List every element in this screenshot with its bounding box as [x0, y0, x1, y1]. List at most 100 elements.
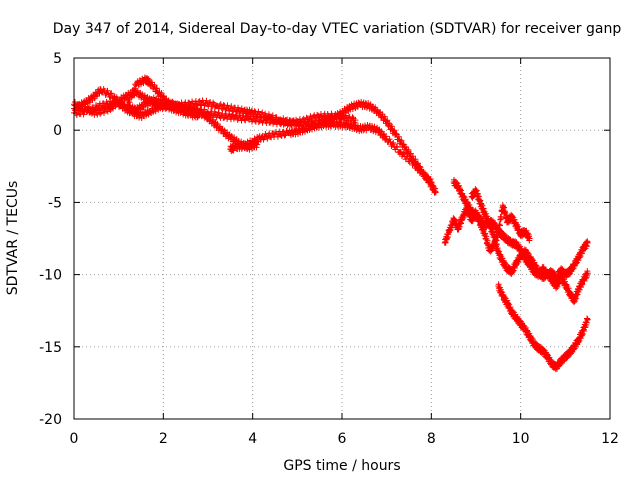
- data-point: [153, 85, 160, 92]
- data-point: [391, 127, 398, 134]
- data-point: [155, 96, 162, 103]
- y-tick-label: -20: [39, 412, 62, 428]
- data-point: [259, 109, 266, 116]
- data-point: [393, 143, 400, 150]
- data-point: [301, 119, 308, 126]
- data-point: [493, 241, 500, 248]
- data-point: [86, 105, 93, 112]
- y-tick-label: -5: [48, 195, 62, 211]
- data-point: [97, 110, 104, 117]
- data-point: [104, 87, 111, 94]
- axis-ticks: 0 2 4 6 8 10 12 5 0 -5 -10 -15 -20: [39, 51, 619, 447]
- data-point: [93, 93, 100, 100]
- data-point: [482, 230, 489, 237]
- data-point: [252, 139, 259, 146]
- data-point: [228, 133, 235, 140]
- y-tick-label: 5: [53, 51, 62, 67]
- data-point: [151, 82, 158, 89]
- data-point: [346, 113, 353, 120]
- data-point: [381, 113, 388, 120]
- data-point: [342, 120, 349, 127]
- x-tick-label: 4: [248, 431, 257, 447]
- data-point: [228, 103, 235, 110]
- data-point: [275, 116, 282, 123]
- data-point: [126, 99, 133, 106]
- data-point: [344, 107, 351, 114]
- data-point: [243, 144, 250, 151]
- data-point: [380, 132, 387, 139]
- y-tick-label: -10: [39, 268, 62, 284]
- data-point: [73, 111, 80, 118]
- data-point: [196, 112, 203, 119]
- data-point: [418, 166, 425, 173]
- data-point: [526, 235, 533, 242]
- data-point: [400, 149, 407, 156]
- data-point: [121, 100, 128, 107]
- x-tick-label: 8: [427, 431, 436, 447]
- data-point: [309, 117, 316, 124]
- data-point: [388, 123, 395, 130]
- y-tick-label: 0: [53, 123, 62, 139]
- data-point: [384, 117, 391, 124]
- data-point: [137, 105, 144, 112]
- data-point: [108, 90, 115, 97]
- data-point: [210, 99, 217, 106]
- data-point: [100, 109, 107, 116]
- data-point: [264, 116, 271, 123]
- data-point: [307, 113, 314, 120]
- data-point: [420, 170, 427, 177]
- x-tick-label: 6: [338, 431, 347, 447]
- data-point: [224, 102, 231, 109]
- data-point: [386, 136, 393, 143]
- data-point: [107, 106, 114, 113]
- data-point: [268, 115, 275, 122]
- data-point: [130, 89, 137, 96]
- data-point: [405, 146, 412, 153]
- data-point: [240, 112, 247, 119]
- data-point: [395, 133, 402, 140]
- data-point: [201, 106, 208, 113]
- data-point: [394, 144, 401, 151]
- data-point: [213, 114, 220, 121]
- x-tick-label: 10: [512, 431, 530, 447]
- series-sat-c: [124, 74, 359, 129]
- data-point: [194, 113, 201, 120]
- data-point: [165, 97, 172, 104]
- data-point: [378, 128, 385, 135]
- data-point: [354, 122, 361, 129]
- data-point: [424, 176, 431, 183]
- data-point: [584, 316, 591, 323]
- data-point: [150, 109, 157, 116]
- data-point: [120, 101, 127, 108]
- data-point: [207, 99, 214, 106]
- data-point: [98, 104, 105, 111]
- data-point: [278, 133, 285, 140]
- data-point: [411, 158, 418, 165]
- data-point: [253, 144, 260, 151]
- data-point: [94, 106, 101, 113]
- data-point: [390, 139, 397, 146]
- data-point: [217, 101, 224, 108]
- series-sat-h: [468, 186, 591, 306]
- x-tick-label: 0: [70, 431, 79, 447]
- data-point: [194, 105, 201, 112]
- data-point: [584, 270, 591, 277]
- data-point: [332, 110, 339, 117]
- data-point: [250, 113, 257, 120]
- data-point: [393, 130, 400, 137]
- x-tick-label: 12: [601, 431, 619, 447]
- y-tick-label: -15: [39, 340, 62, 356]
- data-point: [250, 140, 257, 147]
- data-point: [373, 125, 380, 132]
- data-point: [196, 98, 203, 105]
- data-point: [107, 90, 114, 97]
- data-point: [158, 89, 165, 96]
- data-point: [88, 108, 95, 115]
- data-point: [94, 111, 101, 118]
- series-sat-d: [227, 118, 435, 186]
- data-point: [584, 239, 591, 246]
- data-point: [215, 109, 222, 116]
- data-point: [277, 121, 284, 128]
- data-point: [352, 117, 359, 124]
